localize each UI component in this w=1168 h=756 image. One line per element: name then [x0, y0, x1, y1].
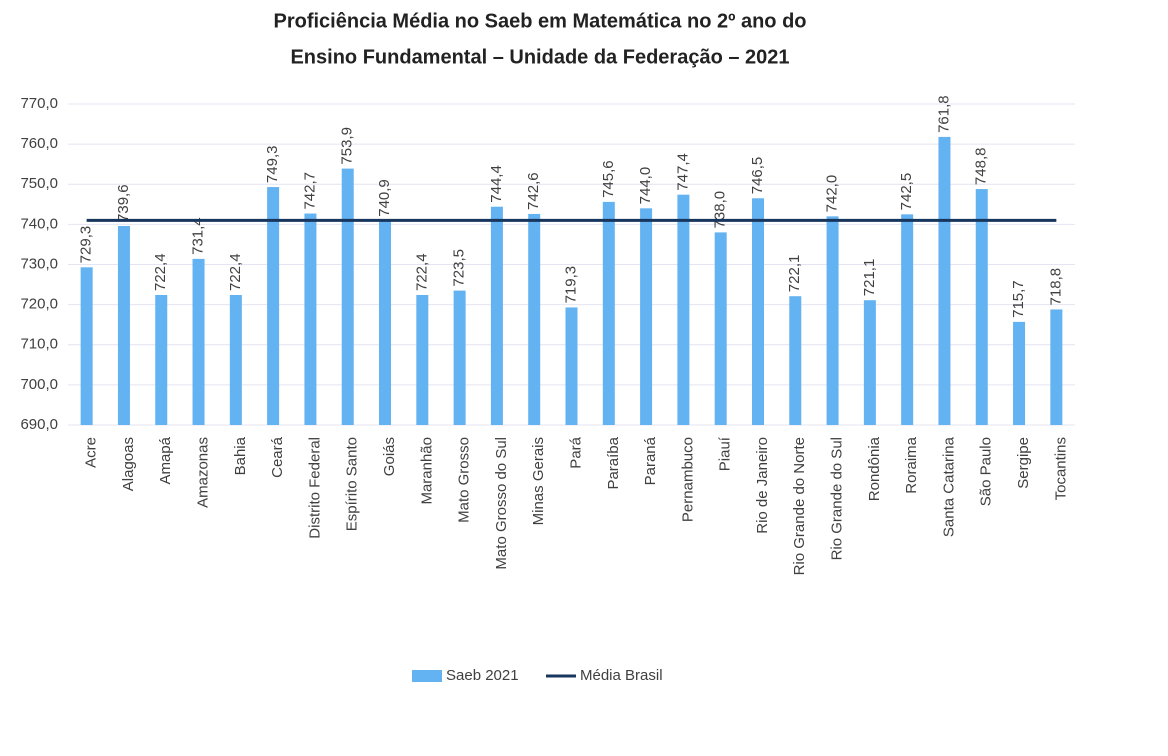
- data-label: 722,1: [786, 255, 803, 293]
- data-label: 719,3: [562, 266, 579, 304]
- x-tick-label: Santa Catarina: [940, 436, 957, 537]
- bar: [416, 294, 429, 425]
- x-tick-label: Ceará: [269, 436, 286, 478]
- data-label: 721,1: [861, 259, 878, 297]
- x-tick-label: Mato Grosso do Sul: [493, 437, 510, 570]
- data-label: 722,4: [413, 253, 430, 291]
- data-label: 738,0: [712, 191, 729, 229]
- x-tick-label: Minas Gerais: [530, 437, 547, 525]
- bar: [117, 225, 130, 425]
- x-tick-label: Piauí: [717, 436, 734, 471]
- x-tick-label: Espírito Santo: [344, 437, 361, 531]
- data-label: 742,5: [898, 173, 915, 211]
- legend-swatch: [412, 670, 442, 682]
- x-tick-label: Pará: [567, 436, 584, 468]
- bar: [379, 220, 392, 425]
- x-tick-label: Rio Grande do Sul: [829, 437, 846, 560]
- data-label: 715,7: [1010, 280, 1027, 318]
- bar: [863, 300, 876, 425]
- legend-label: Saeb 2021: [446, 667, 519, 684]
- bar: [192, 258, 205, 425]
- bar: [640, 208, 653, 425]
- bar: [155, 294, 168, 425]
- data-label: 718,8: [1047, 268, 1064, 306]
- x-tick-label: Tocantins: [1052, 437, 1069, 500]
- bar: [267, 187, 280, 425]
- bar: [490, 206, 503, 425]
- bar: [1050, 309, 1063, 425]
- y-tick-label: 690,0: [20, 416, 58, 433]
- y-tick-label: 710,0: [20, 336, 58, 353]
- data-label: 748,8: [973, 148, 990, 186]
- x-tick-label: Alagoas: [120, 437, 137, 491]
- x-tick-label: Roraima: [903, 436, 920, 493]
- data-label: 742,6: [525, 172, 542, 210]
- data-label: 740,9: [376, 179, 393, 217]
- x-tick-label: Acre: [83, 437, 100, 468]
- y-tick-label: 730,0: [20, 255, 58, 272]
- x-tick-label: Rio de Janeiro: [754, 437, 771, 534]
- bar: [565, 307, 578, 425]
- bar: [528, 213, 541, 425]
- data-label: 742,0: [824, 175, 841, 213]
- data-label: 744,0: [637, 167, 654, 205]
- bar: [826, 216, 839, 425]
- x-tick-label: Amapá: [157, 436, 174, 484]
- data-label: 722,4: [227, 253, 244, 291]
- bar: [901, 214, 914, 425]
- legend-label: Média Brasil: [580, 667, 663, 684]
- bar: [677, 194, 690, 425]
- y-tick-label: 770,0: [20, 95, 58, 112]
- data-label: 761,8: [935, 95, 952, 133]
- y-tick-label: 720,0: [20, 296, 58, 313]
- x-tick-label: Mato Grosso: [456, 437, 473, 523]
- data-label: 723,5: [451, 249, 468, 287]
- data-label: 731,4: [190, 217, 207, 255]
- data-label: 742,7: [301, 172, 318, 210]
- data-label: 744,4: [488, 165, 505, 203]
- y-tick-label: 700,0: [20, 376, 58, 393]
- data-label: 739,6: [115, 184, 132, 222]
- x-tick-label: Pernambuco: [679, 437, 696, 522]
- chart-title: Proficiência Média no Saeb em Matemática…: [274, 10, 807, 32]
- bar: [789, 296, 802, 425]
- x-tick-label: Sergipe: [1015, 437, 1032, 489]
- x-tick-label: Maranhão: [418, 437, 435, 505]
- bar: [1013, 321, 1026, 425]
- x-tick-label: Bahia: [232, 436, 249, 475]
- x-tick-label: Rio Grande do Norte: [791, 437, 808, 575]
- data-label: 722,4: [152, 253, 169, 291]
- x-tick-label: Paraná: [642, 436, 659, 485]
- data-label: 746,5: [749, 157, 766, 195]
- y-tick-label: 750,0: [20, 175, 58, 192]
- x-tick-label: Distrito Federal: [306, 437, 323, 539]
- data-label: 747,4: [674, 153, 691, 191]
- bar: [453, 290, 466, 425]
- bar: [975, 189, 988, 425]
- y-tick-label: 760,0: [20, 135, 58, 152]
- data-label: 729,3: [78, 226, 95, 264]
- bar: [751, 198, 764, 425]
- data-label: 749,3: [264, 146, 281, 184]
- bar: [938, 136, 951, 425]
- x-tick-label: Paraíba: [605, 436, 622, 489]
- x-tick-label: São Paulo: [978, 437, 995, 506]
- bar: [80, 267, 93, 425]
- y-tick-label: 740,0: [20, 215, 58, 232]
- chart-title: Ensino Fundamental – Unidade da Federaçã…: [290, 46, 789, 68]
- bar: [714, 232, 727, 425]
- bar: [229, 294, 242, 425]
- data-label: 745,6: [600, 160, 617, 198]
- bar: [341, 168, 354, 425]
- data-label: 753,9: [339, 127, 356, 165]
- x-tick-label: Goiás: [381, 437, 398, 476]
- bar: [602, 201, 615, 425]
- x-tick-label: Rondônia: [866, 436, 883, 501]
- x-tick-label: Amazonas: [195, 437, 212, 508]
- bar: [304, 213, 317, 425]
